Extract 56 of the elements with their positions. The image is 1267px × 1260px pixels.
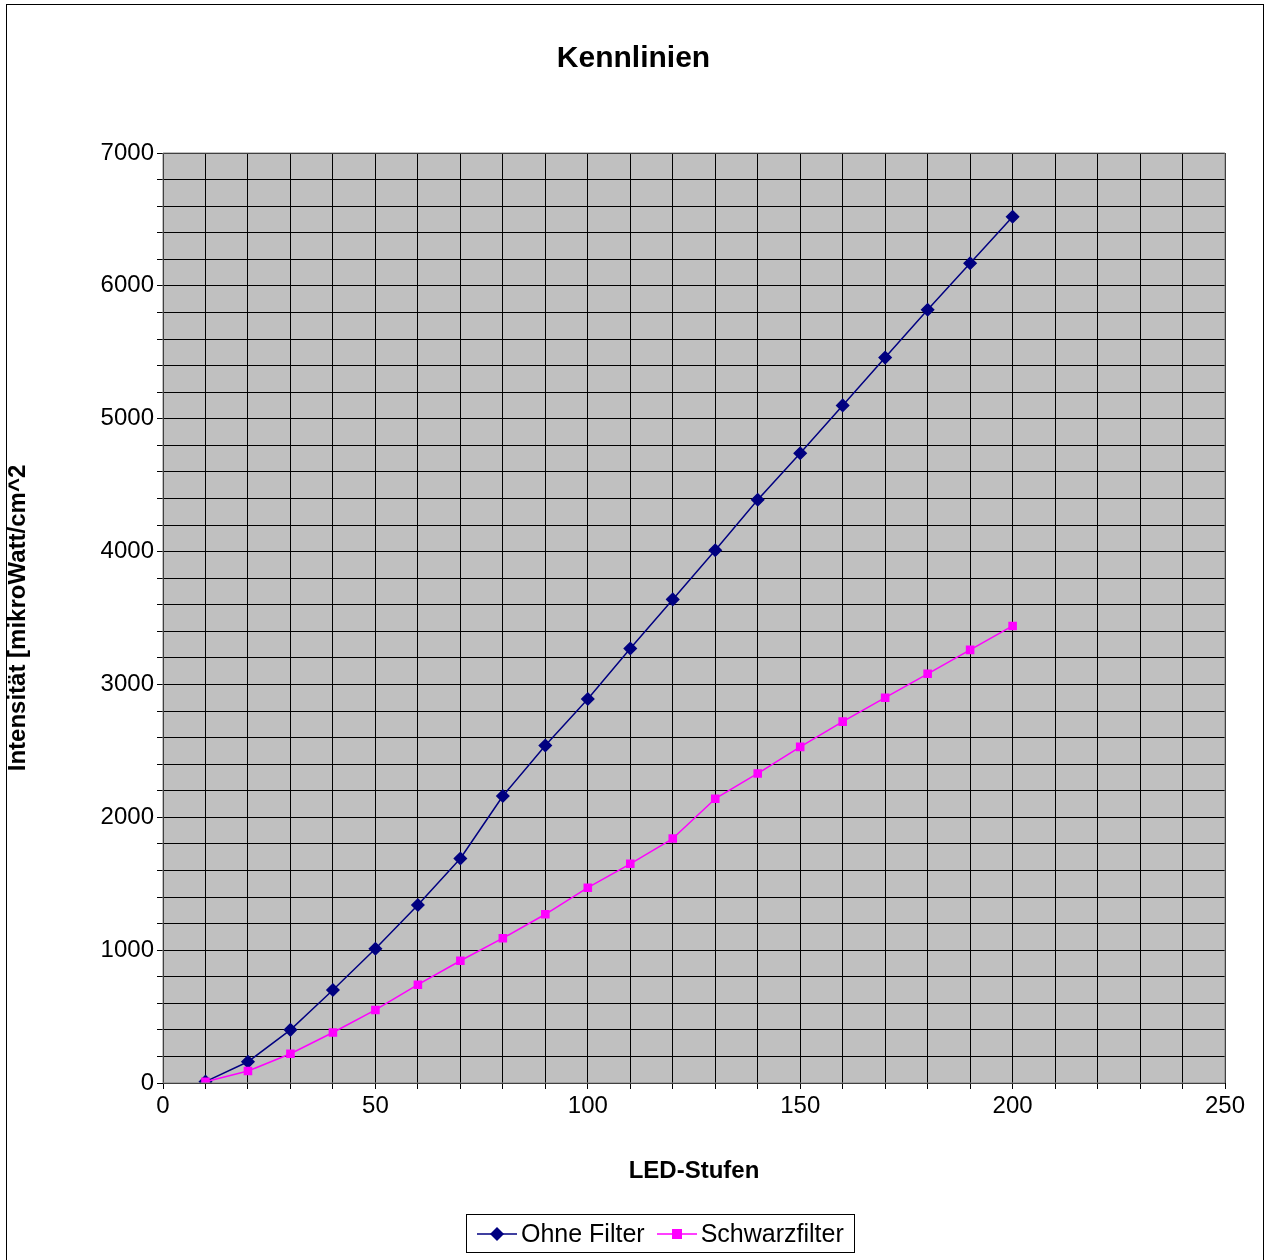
point (283, 1023, 298, 1037)
y-tick-label: 0 (140, 1067, 154, 1095)
point (1008, 621, 1017, 631)
x-axis-title: LED-Stufen (628, 1156, 760, 1184)
point (496, 789, 510, 803)
y-axis-title: Intensität [mikroWatt/cm^2 (3, 464, 31, 772)
point (498, 933, 508, 943)
chart-title: Kennlinien (555, 40, 712, 74)
point (456, 956, 465, 966)
point (243, 1066, 253, 1076)
point (793, 446, 807, 461)
y-tick-label: 3000 (100, 669, 154, 697)
point (625, 859, 635, 869)
point (538, 738, 553, 753)
point (708, 543, 722, 557)
point (750, 493, 765, 507)
point (286, 1049, 295, 1059)
y-tick-label: 5000 (100, 403, 154, 431)
x-tick-label: 150 (780, 1091, 821, 1119)
point (666, 592, 680, 607)
x-tick-label: 200 (992, 1091, 1033, 1119)
point (880, 693, 890, 702)
point (623, 641, 638, 656)
y-tick-label: 1000 (100, 934, 154, 962)
point (835, 398, 850, 413)
y-tick-label: 7000 (100, 137, 154, 165)
point (753, 769, 763, 778)
point (838, 717, 847, 726)
point (963, 256, 977, 271)
point (453, 851, 468, 866)
point (411, 898, 425, 912)
x-tick-label: 50 (362, 1091, 389, 1119)
point (710, 794, 720, 803)
y-tick-label: 2000 (100, 801, 154, 829)
point (371, 1005, 380, 1015)
point (795, 742, 805, 752)
point (668, 834, 678, 843)
point (581, 692, 595, 706)
point (368, 942, 383, 956)
point (920, 303, 935, 317)
point (1005, 210, 1020, 224)
point (326, 983, 340, 997)
point (965, 645, 975, 655)
x-tick-label: 100 (567, 1091, 608, 1119)
point (241, 1054, 255, 1069)
point (583, 883, 593, 892)
point (923, 669, 932, 679)
y-tick-label: 4000 (100, 536, 154, 564)
legend-label: Ohne Filter (521, 1219, 645, 1248)
x-tick-label: 250 (1204, 1091, 1246, 1119)
y-tick-label: 6000 (100, 270, 154, 298)
legend-label: Schwarzfilter (700, 1219, 844, 1248)
point (328, 1028, 338, 1037)
point (878, 350, 892, 365)
point (541, 909, 550, 919)
point (413, 980, 423, 989)
